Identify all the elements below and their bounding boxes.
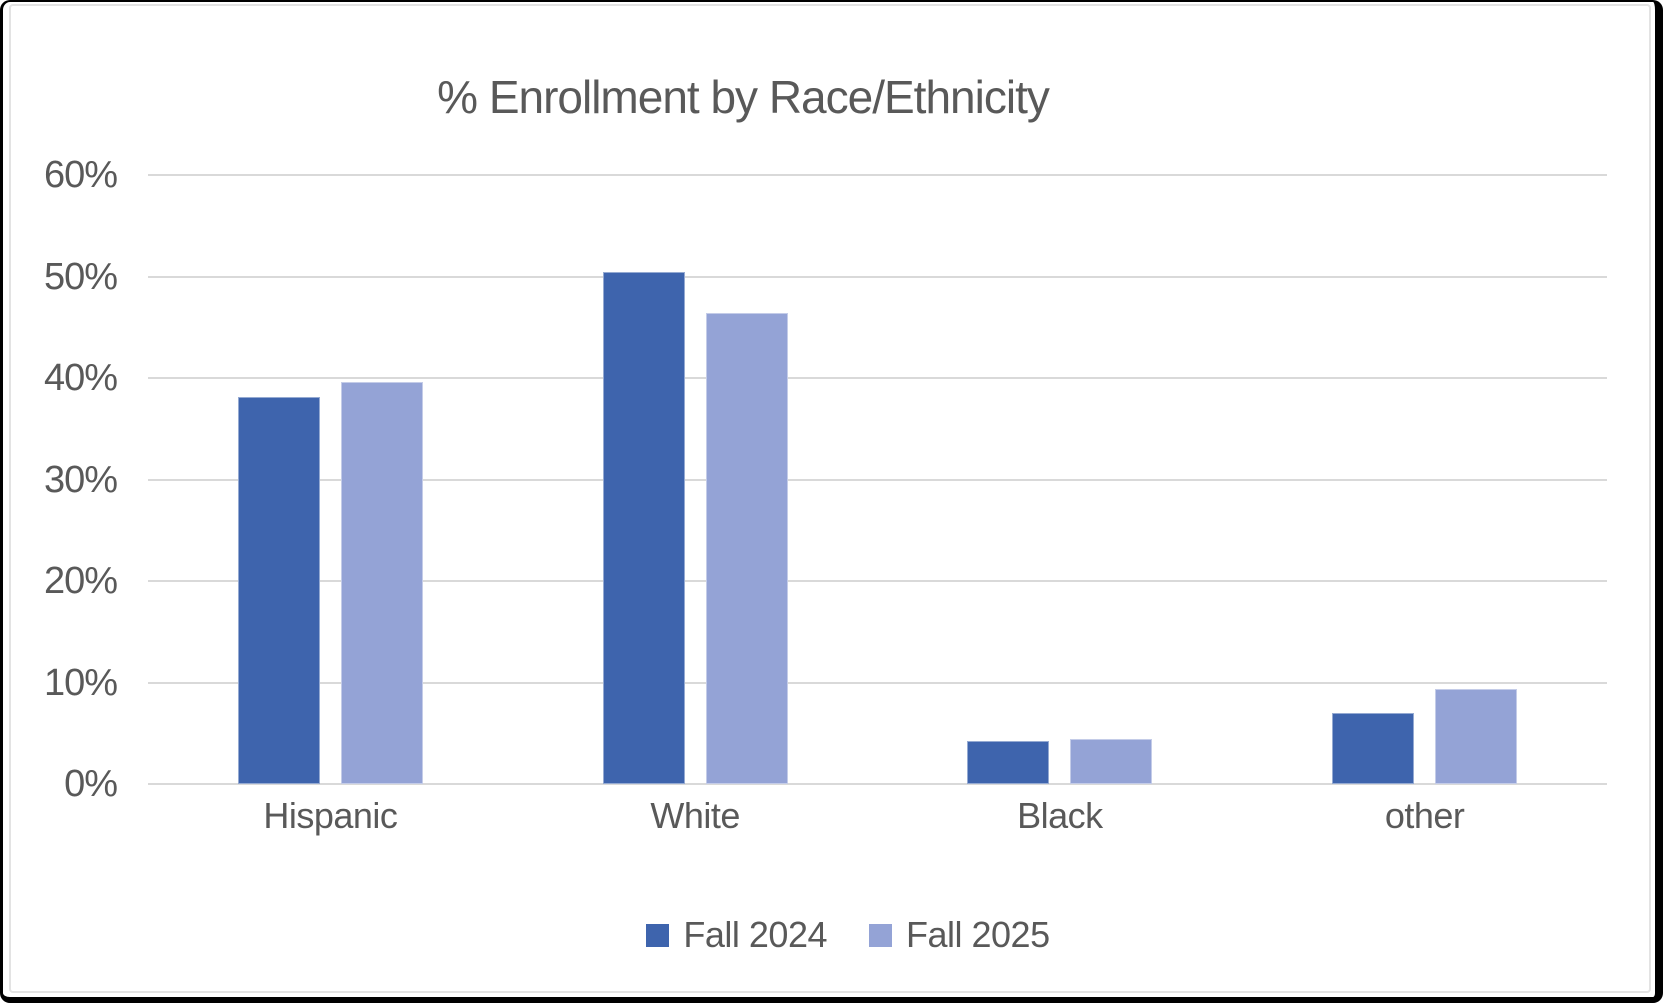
- bar-fall-2025-white: [705, 313, 788, 784]
- legend-item-fall-2025: Fall 2025: [869, 914, 1050, 956]
- gridline-50: [148, 275, 1607, 278]
- chart-inner-border: [9, 4, 1651, 993]
- gridline-60: [148, 174, 1607, 176]
- y-axis-label-50: 50%: [43, 255, 118, 298]
- bar-fall-2024-black: [967, 741, 1050, 784]
- y-axis-label-10: 10%: [43, 661, 118, 704]
- gridline-20: [148, 580, 1607, 582]
- bar-fall-2024-white: [602, 272, 685, 784]
- y-axis-label-20: 20%: [43, 560, 118, 602]
- bar-fall-2024-hispanic: [237, 397, 320, 784]
- y-axis-label-60: 60%: [43, 154, 118, 196]
- y-axis-label-40: 40%: [43, 357, 118, 399]
- bar-fall-2025-hispanic: [340, 382, 423, 784]
- gridline-40: [148, 377, 1607, 379]
- gridline-0: [148, 783, 1607, 785]
- gridline-30: [148, 478, 1607, 481]
- legend-label-fall-2025: Fall 2025: [906, 914, 1050, 955]
- chart-legend: Fall 2024 Fall 2025: [148, 914, 1548, 956]
- bar-fall-2025-black: [1070, 739, 1153, 784]
- legend-label-fall-2024: Fall 2024: [683, 914, 827, 955]
- bar-fall-2025-other: [1435, 688, 1518, 784]
- category-label-black: Black: [1017, 795, 1103, 836]
- y-axis-label-0: 0%: [64, 763, 118, 805]
- category-label-other: other: [1384, 795, 1465, 836]
- gridline-10: [148, 681, 1607, 684]
- legend-swatch-fall-2025: [869, 923, 892, 947]
- chart-title: % Enrollment by Race/Ethnicity: [437, 71, 1050, 123]
- legend-item-fall-2024: Fall 2024: [646, 914, 827, 956]
- category-label-white: White: [650, 795, 740, 836]
- category-label-hispanic: Hispanic: [263, 795, 398, 836]
- y-axis-label-30: 30%: [43, 458, 118, 501]
- bar-fall-2024-other: [1332, 712, 1415, 784]
- legend-swatch-fall-2024: [646, 923, 670, 947]
